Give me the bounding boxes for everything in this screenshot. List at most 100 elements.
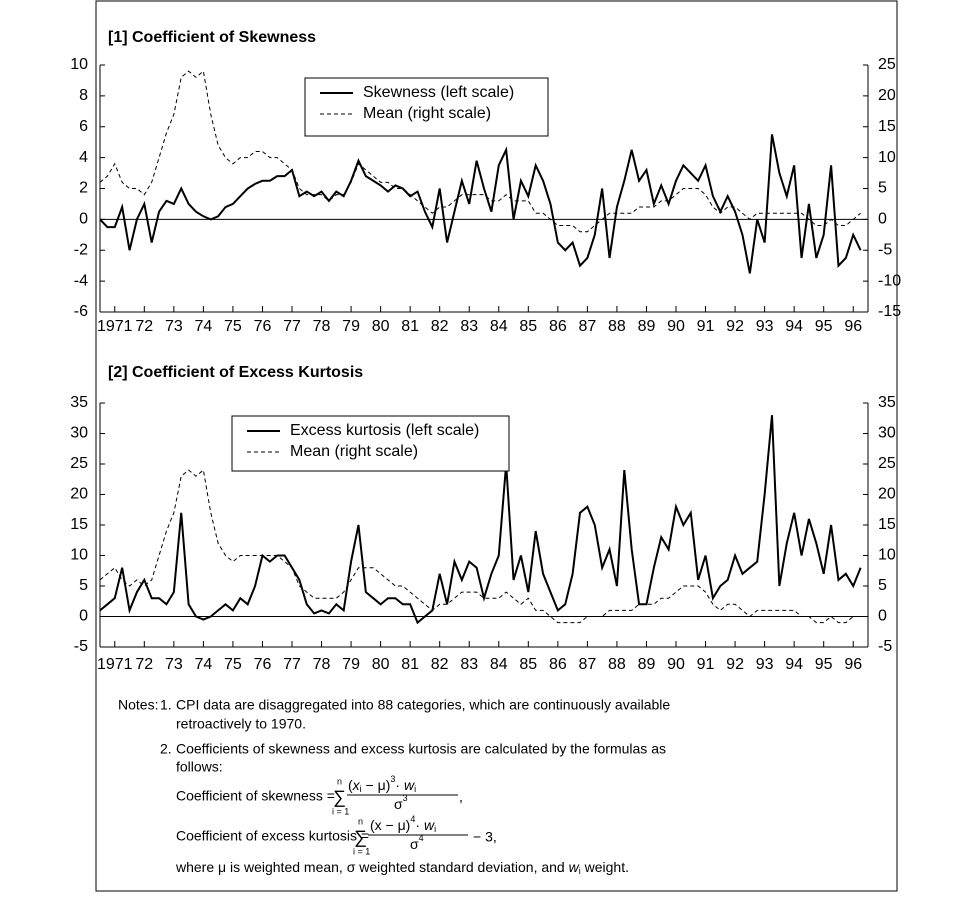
formula-sum: ∑ — [333, 787, 346, 807]
note-text: retroactively to 1970. — [176, 716, 306, 732]
formula-upper: n — [358, 816, 363, 826]
y2-tick-label: 25 — [878, 455, 896, 472]
formula-part: · — [395, 777, 404, 793]
y-tick-label: 20 — [70, 486, 88, 503]
formula-part: i — [414, 784, 416, 794]
y2-tick-label: -10 — [878, 272, 901, 289]
y2-tick-label: -5 — [878, 241, 892, 258]
legend-label: Excess kurtosis (left scale) — [290, 422, 479, 439]
x-tick-label: 73 — [165, 318, 183, 335]
y2-tick-label: 25 — [878, 56, 896, 73]
legend-label: Mean (right scale) — [363, 105, 491, 122]
x-tick-label: 96 — [844, 656, 862, 673]
x-tick-label: 1971 — [97, 318, 133, 335]
x-tick-label: 95 — [815, 318, 833, 335]
x-tick-label: 89 — [638, 656, 656, 673]
chart-title: [2] Coefficient of Excess Kurtosis — [108, 364, 363, 381]
y-tick-label: 2 — [79, 180, 88, 197]
where-end: weight. — [581, 859, 629, 875]
y-tick-label: 0 — [79, 211, 88, 228]
formula-lower: i = 1 — [353, 846, 370, 856]
formula-part: σ — [410, 836, 419, 852]
x-tick-label: 77 — [283, 318, 301, 335]
formula-lower: i = 1 — [332, 806, 349, 816]
note-number: 1. — [160, 697, 172, 713]
x-tick-label: 84 — [490, 656, 508, 673]
x-tick-label: 84 — [490, 318, 508, 335]
formula-part: i — [434, 824, 436, 834]
x-tick-label: 95 — [815, 656, 833, 673]
y-tick-label: 10 — [70, 547, 88, 564]
note-text: CPI data are disaggregated into 88 categ… — [176, 697, 670, 713]
y2-tick-label: 20 — [878, 486, 896, 503]
chart-title: [1] Coefficient of Skewness — [108, 29, 316, 46]
x-tick-label: 78 — [313, 318, 331, 335]
y2-tick-label: 5 — [878, 577, 887, 594]
formula-part: 3 — [403, 793, 408, 803]
y-tick-label: 25 — [70, 455, 88, 472]
legend-label: Mean (right scale) — [290, 443, 418, 460]
x-tick-label: 90 — [667, 656, 685, 673]
x-tick-label: 81 — [401, 656, 419, 673]
series-line — [99, 415, 862, 625]
x-tick-label: 74 — [194, 656, 212, 673]
formula-denominator: σ4 — [410, 833, 424, 851]
note-text: Coefficients of skewness and excess kurt… — [176, 741, 666, 757]
y2-tick-label: -5 — [878, 638, 892, 655]
formula-upper: n — [337, 776, 342, 786]
y-tick-label: 15 — [70, 516, 88, 533]
legend-label: Skewness (left scale) — [363, 84, 514, 101]
x-tick-label: 88 — [608, 656, 626, 673]
x-tick-label: 82 — [431, 656, 449, 673]
formula-numerator: (xi − μ)3· wi — [348, 774, 416, 794]
formula-lhs: Coefficient of excess kurtosis = — [176, 828, 369, 844]
series-line — [99, 469, 861, 624]
formula-part: 4 — [419, 833, 424, 843]
x-tick-label: 87 — [578, 656, 596, 673]
x-tick-label: 79 — [342, 318, 360, 335]
where-line: where μ is weighted mean, σ weighted sta… — [175, 859, 629, 877]
y2-tick-label: 0 — [878, 608, 887, 625]
y-tick-label: 10 — [70, 56, 88, 73]
x-tick-label: 86 — [549, 318, 567, 335]
y-tick-label: 0 — [79, 608, 88, 625]
formula-part: x — [352, 777, 361, 793]
y2-tick-label: 0 — [878, 211, 887, 228]
x-tick-label: 81 — [401, 318, 419, 335]
formula-part: w — [424, 817, 435, 833]
formula-denominator: σ3 — [394, 793, 408, 811]
formula-part: (x − μ) — [370, 817, 410, 833]
formula-part: i — [360, 784, 362, 794]
formula-numerator: (x − μ)4· wi — [370, 814, 436, 834]
formula-sum: ∑ — [354, 827, 367, 847]
notes-label: Notes: — [118, 697, 158, 713]
formula-part: σ — [394, 796, 403, 812]
y2-tick-label: -15 — [878, 303, 901, 320]
note-text: follows: — [176, 759, 223, 775]
x-tick-label: 91 — [697, 318, 715, 335]
y-tick-label: -5 — [74, 638, 88, 655]
x-tick-label: 90 — [667, 318, 685, 335]
x-tick-label: 94 — [785, 318, 803, 335]
formula-part: · — [415, 817, 424, 833]
x-tick-label: 73 — [165, 656, 183, 673]
formula-part: ( — [348, 777, 353, 793]
x-tick-label: 76 — [254, 318, 272, 335]
y-tick-label: 35 — [70, 394, 88, 411]
where-sub: i — [579, 866, 581, 876]
note-number: 2. — [160, 741, 172, 757]
x-tick-label: 93 — [756, 656, 774, 673]
y-tick-label: 30 — [70, 425, 88, 442]
x-tick-label: 75 — [224, 318, 242, 335]
where-w: w — [569, 859, 580, 875]
y-tick-label: 6 — [79, 118, 88, 135]
frame — [95, 0, 898, 892]
where-text: where μ is weighted mean, σ weighted sta… — [175, 859, 569, 875]
x-tick-label: 85 — [519, 656, 537, 673]
x-tick-label: 96 — [844, 318, 862, 335]
x-tick-label: 82 — [431, 318, 449, 335]
x-tick-label: 80 — [372, 318, 390, 335]
y2-tick-label: 15 — [878, 516, 896, 533]
x-tick-label: 76 — [254, 656, 272, 673]
formula-part: 4 — [410, 814, 415, 824]
